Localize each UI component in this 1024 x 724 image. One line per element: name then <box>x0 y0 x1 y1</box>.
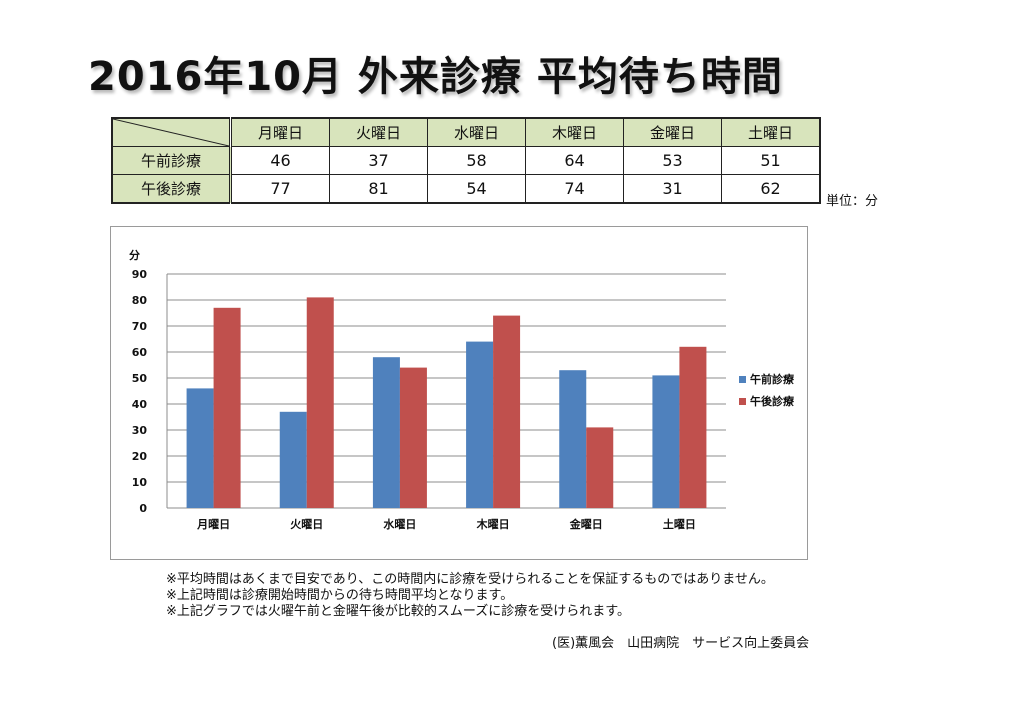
note-line: ※上記グラフでは火曜午前と金曜午後が比較的スムーズに診療を受けられます。 <box>166 604 630 619</box>
x-tick-label: 火曜日 <box>290 518 323 531</box>
table-cell: 62 <box>721 174 821 204</box>
table-row-header: 午後診療 <box>111 174 232 204</box>
bar <box>186 388 214 508</box>
y-tick-label: 50 <box>132 372 148 385</box>
table-row: 午後診療 77 81 54 74 31 62 <box>111 174 821 204</box>
bar <box>372 357 400 508</box>
legend-entry: 午前診療 <box>750 372 795 386</box>
table-cell: 81 <box>329 174 428 204</box>
x-tick-label: 土曜日 <box>663 517 696 531</box>
table-cell: 64 <box>525 146 624 175</box>
bar <box>586 427 614 508</box>
table-corner-cell <box>111 117 232 147</box>
bar <box>493 315 521 508</box>
y-tick-label: 10 <box>132 476 148 489</box>
bar <box>279 411 307 508</box>
diagonal-line <box>113 119 229 146</box>
bar <box>652 375 680 508</box>
table-cell: 54 <box>427 174 526 204</box>
table-day-header: 金曜日 <box>623 117 722 147</box>
x-tick-label: 金曜日 <box>569 517 603 531</box>
y-tick-label: 0 <box>139 502 147 515</box>
table-day-header: 月曜日 <box>230 117 330 147</box>
table-cell: 53 <box>623 146 722 175</box>
y-tick-label: 70 <box>132 320 148 333</box>
y-tick-label: 30 <box>132 424 148 437</box>
y-axis-label: 分 <box>129 248 140 262</box>
table-cell: 31 <box>623 174 722 204</box>
bar <box>399 367 427 508</box>
bar <box>213 307 241 508</box>
y-tick-label: 90 <box>132 268 148 281</box>
page-title: 2016年10月 外来診療 平均待ち時間 <box>88 54 783 100</box>
legend-swatch <box>739 376 746 383</box>
note-line: ※上記時間は診療開始時間からの待ち時間平均となります。 <box>166 588 514 603</box>
legend-entry: 午後診療 <box>750 394 795 408</box>
bar <box>306 297 334 508</box>
bar <box>559 370 587 508</box>
chart-container: 分 0 10 20 30 40 50 60 70 80 90 月曜日 火曜日 水曜日 木曜日 金曜日 土曜日 午前… <box>110 226 808 560</box>
unit-label: 単位：分 <box>826 194 879 209</box>
footer-credit: (医)薫風会 山田病院 サービス向上委員会 <box>552 636 810 651</box>
table-day-header: 木曜日 <box>525 117 624 147</box>
notes: ※平均時間はあくまで目安であり、この時間内に診療を受けられることを保証するもので… <box>166 572 774 620</box>
table-day-header: 火曜日 <box>329 117 428 147</box>
bar <box>679 346 707 508</box>
y-tick-label: 80 <box>132 294 148 307</box>
bar-chart: 分 0 10 20 30 40 50 60 70 80 90 月曜日 火曜日 水曜日 木曜日 金曜日 土曜日 午前… <box>129 248 795 531</box>
wait-time-table: 月曜日 火曜日 水曜日 木曜日 金曜日 土曜日 午前診療 46 37 58 64… <box>111 117 821 204</box>
legend-swatch <box>739 398 746 405</box>
y-tick-label: 20 <box>132 450 148 463</box>
table-cell: 46 <box>230 146 330 175</box>
y-tick-label: 40 <box>132 398 148 411</box>
table-cell: 77 <box>230 174 330 204</box>
note-line: ※平均時間はあくまで目安であり、この時間内に診療を受けられることを保証するもので… <box>166 572 774 587</box>
table-cell: 74 <box>525 174 624 204</box>
table-day-header: 水曜日 <box>427 117 526 147</box>
table-cell: 58 <box>427 146 526 175</box>
table-row: 午前診療 46 37 58 64 53 51 <box>111 146 821 175</box>
table-header-row: 月曜日 火曜日 水曜日 木曜日 金曜日 土曜日 <box>111 117 821 147</box>
x-tick-label: 水曜日 <box>383 517 416 531</box>
y-tick-label: 60 <box>132 346 148 359</box>
x-tick-label: 月曜日 <box>196 518 230 531</box>
table-cell: 37 <box>329 146 428 175</box>
table-cell: 51 <box>721 146 821 175</box>
bar <box>466 341 494 508</box>
table-row-header: 午前診療 <box>111 146 232 175</box>
x-tick-label: 木曜日 <box>476 517 510 531</box>
table-day-header: 土曜日 <box>721 117 821 147</box>
